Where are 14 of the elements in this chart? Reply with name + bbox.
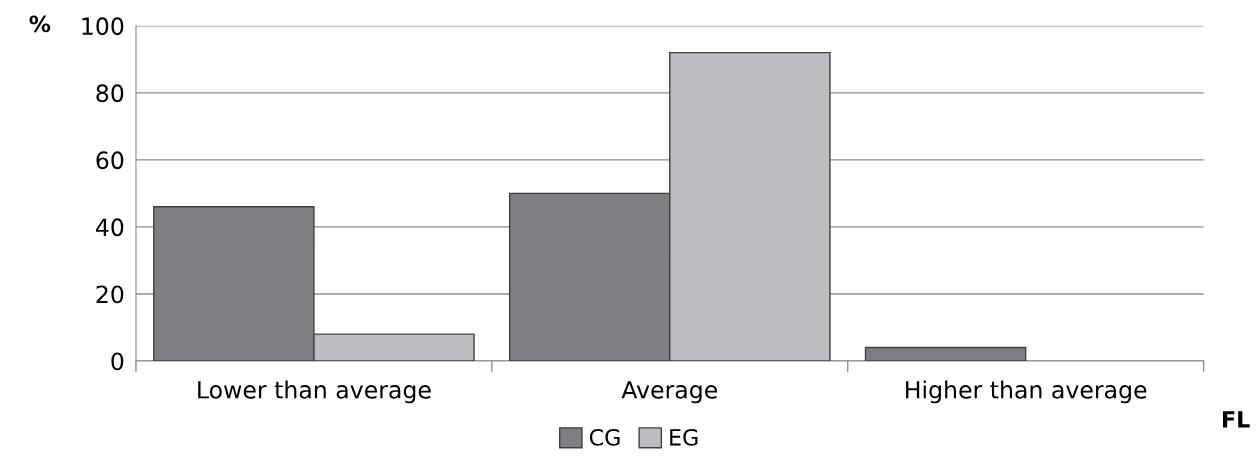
x-axis-title: FL — [1223, 411, 1250, 428]
x-tick-label: Higher than average — [906, 380, 1147, 404]
legend-label: EG — [670, 428, 698, 446]
y-tick-label: 100 — [82, 17, 124, 36]
y-tick-label: 40 — [95, 218, 124, 237]
x-tick-label: Average — [621, 381, 718, 404]
bar — [864, 346, 1027, 361]
legend-label: CG — [589, 428, 620, 446]
y-tick-label: 80 — [96, 84, 124, 103]
y-tick-label: 60 — [96, 151, 124, 170]
y-tick-label: 20 — [96, 285, 124, 304]
x-tick-label: Lower than average — [198, 380, 431, 404]
y-axis-title: % — [29, 15, 51, 33]
y-tick-label: 0 — [111, 352, 124, 371]
